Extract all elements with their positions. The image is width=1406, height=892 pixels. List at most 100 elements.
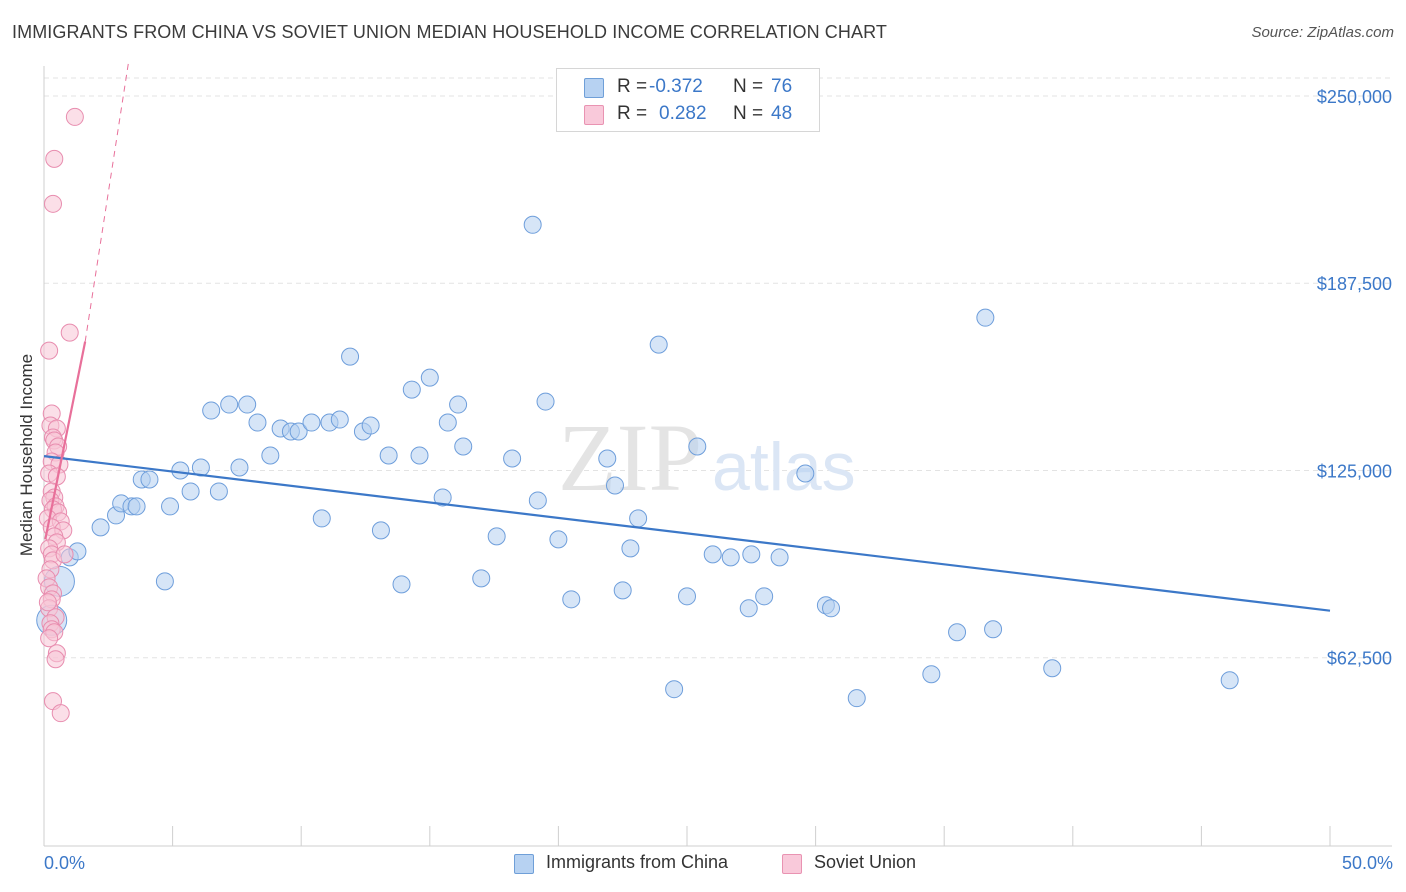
china-point: [1043, 659, 1062, 678]
y-tick-label: $125,000: [1317, 461, 1392, 481]
soviet-point: [45, 149, 64, 168]
legend-row-soviet: R = 0.282 N = 48: [557, 100, 819, 128]
legend-n-value: 76: [771, 76, 793, 97]
china-point: [312, 509, 331, 528]
china-point: [127, 497, 146, 516]
correlation-legend: R = -0.372 N = 76 R = 0.282 N = 48: [556, 68, 820, 132]
china-point: [330, 410, 349, 429]
china-point: [379, 446, 398, 465]
chart-title: IMMIGRANTS FROM CHINA VS SOVIET UNION ME…: [12, 22, 887, 42]
legend-swatch-china: [584, 78, 604, 98]
china-point: [420, 368, 439, 387]
legend-r-value: 0.282: [659, 103, 707, 124]
china-point: [302, 413, 321, 432]
china-point: [770, 548, 789, 567]
bottom-legend-soviet-label: Soviet Union: [814, 852, 917, 872]
soviet-trend-line: [44, 341, 87, 540]
china-point: [155, 572, 174, 591]
china-point: [822, 599, 841, 618]
legend-swatch-soviet: [584, 105, 604, 125]
china-point: [976, 308, 995, 327]
china-point: [528, 491, 547, 510]
soviet-point: [40, 341, 59, 360]
china-point: [598, 449, 617, 468]
china-trend-line: [43, 455, 1331, 612]
china-point: [688, 437, 707, 456]
china-point: [171, 461, 190, 480]
legend-n-label: N =: [733, 103, 764, 124]
china-point: [209, 482, 228, 501]
china-point: [248, 413, 267, 432]
china-point: [703, 545, 722, 564]
china-point: [922, 665, 941, 684]
soviet-point: [60, 323, 79, 342]
trend-lines: [43, 59, 1331, 612]
china-point: [238, 395, 257, 414]
china-point: [755, 587, 774, 606]
soviet-point: [51, 704, 70, 723]
china-point: [487, 527, 506, 546]
china-point: [605, 476, 624, 495]
axes: [43, 66, 1392, 847]
china-point: [202, 401, 221, 420]
x-tick-label: 0.0%: [44, 853, 85, 873]
china-point: [410, 446, 429, 465]
china-point: [454, 437, 473, 456]
china-point: [536, 392, 555, 411]
soviet-point: [55, 545, 74, 564]
x-tick-labels: 0.0% 50.0%: [44, 853, 1393, 873]
china-point: [140, 470, 159, 489]
y-tick-label: $62,500: [1327, 649, 1392, 669]
soviet-point: [38, 593, 57, 612]
china-point: [438, 413, 457, 432]
china-point: [796, 464, 815, 483]
china-point: [392, 575, 411, 594]
china-point: [621, 539, 640, 558]
bottom-legend-china-label: Immigrants from China: [546, 852, 729, 872]
y-tick-label: $187,500: [1317, 274, 1392, 294]
source-credit: Source: ZipAtlas.com: [1251, 24, 1394, 41]
soviet-trend-extension: [84, 59, 130, 342]
legend-r-label: R =: [617, 76, 648, 97]
china-point: [220, 395, 239, 414]
china-point: [847, 689, 866, 708]
china-point: [948, 623, 967, 642]
china-point: [549, 530, 568, 549]
china-point: [678, 587, 696, 606]
china-point: [91, 518, 110, 537]
china-point: [261, 446, 280, 465]
data-points: [36, 107, 1239, 723]
soviet-point: [65, 107, 84, 126]
soviet-point: [46, 650, 65, 669]
china-point: [629, 509, 648, 528]
watermark-atlas: atlas: [712, 429, 856, 505]
china-point: [361, 416, 380, 435]
china-point: [984, 620, 1003, 639]
china-point: [371, 521, 390, 540]
china-point: [665, 680, 684, 699]
china-point: [181, 482, 200, 501]
legend-row-china: R = -0.372 N = 76: [557, 73, 819, 101]
china-point: [721, 548, 740, 567]
gridlines: [44, 77, 1392, 659]
legend-r-label: R =: [617, 103, 648, 124]
x-tick-label: 50.0%: [1342, 853, 1393, 873]
china-point: [341, 347, 360, 366]
soviet-point: [44, 194, 63, 213]
china-point: [161, 497, 180, 516]
china-point: [503, 449, 522, 468]
china-point: [523, 215, 542, 234]
china-point: [472, 569, 491, 588]
watermark-zip: ZIP: [558, 404, 702, 511]
china-point: [739, 599, 758, 618]
china-point: [433, 488, 452, 507]
soviet-point: [40, 629, 59, 648]
bottom-swatch-soviet: [782, 854, 802, 874]
china-point: [289, 422, 308, 441]
bottom-swatch-china: [514, 854, 534, 874]
legend-r-value: -0.372: [649, 76, 703, 97]
china-point: [402, 380, 421, 399]
legend-n-label: N =: [733, 76, 764, 97]
china-point: [742, 545, 761, 564]
legend-n-value: 48: [771, 103, 793, 124]
